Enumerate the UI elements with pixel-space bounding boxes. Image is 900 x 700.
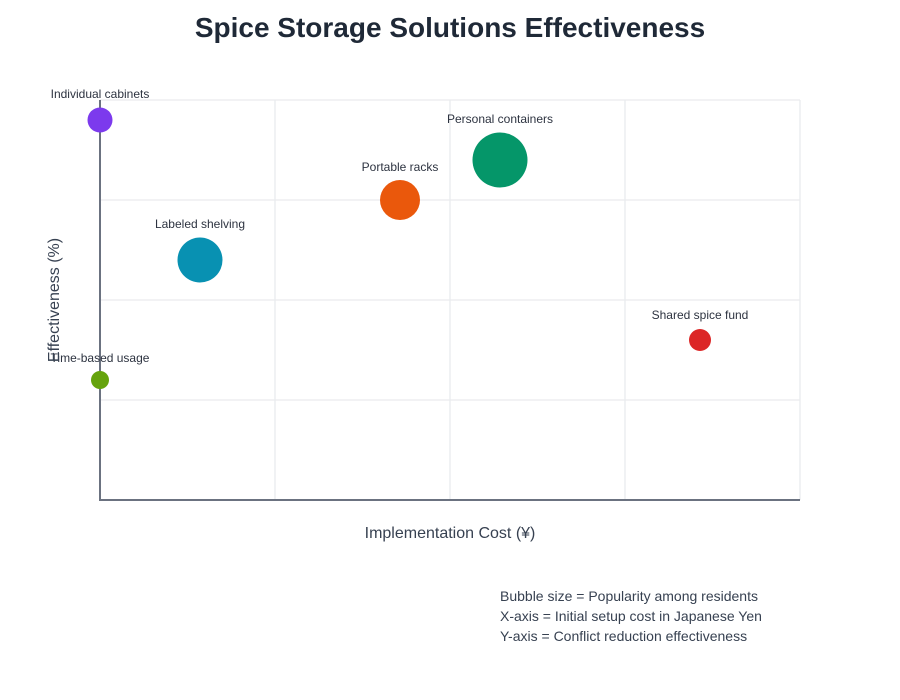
y-axis-label: Effectiveness (%) bbox=[46, 237, 63, 363]
bubble-label: Personal containers bbox=[447, 112, 553, 126]
bubble-label: Labeled shelving bbox=[155, 217, 245, 231]
bubble-label: Time-based usage bbox=[51, 351, 150, 365]
chart-title: Spice Storage Solutions Effectiveness bbox=[194, 12, 706, 43]
bubble-series: Individual cabinets Personal containers Po… bbox=[51, 87, 749, 389]
bubble-label: Portable racks bbox=[362, 160, 439, 174]
x-axis-label: Implementation Cost (¥) bbox=[364, 525, 536, 542]
note-bubble-size: Bubble size = Popularity among residents bbox=[500, 588, 758, 604]
bubble-label: Shared spice fund bbox=[652, 308, 749, 322]
chart-notes: Bubble size = Popularity among residents… bbox=[500, 586, 762, 646]
bubble-time-based-usage[interactable] bbox=[91, 371, 109, 389]
bubble-individual-cabinets[interactable] bbox=[87, 107, 113, 133]
bubble-label: Individual cabinets bbox=[51, 87, 150, 101]
bubble-portable-racks[interactable] bbox=[380, 180, 420, 220]
bubble-personal-containers[interactable] bbox=[472, 132, 528, 188]
note-y-axis: Y-axis = Conflict reduction effectivenes… bbox=[500, 628, 748, 644]
note-x-axis: X-axis = Initial setup cost in Japanese … bbox=[500, 608, 762, 624]
bubble-shared-spice-fund[interactable] bbox=[689, 329, 711, 351]
gridlines bbox=[100, 99, 801, 500]
bubble-labeled-shelving[interactable] bbox=[177, 237, 223, 283]
